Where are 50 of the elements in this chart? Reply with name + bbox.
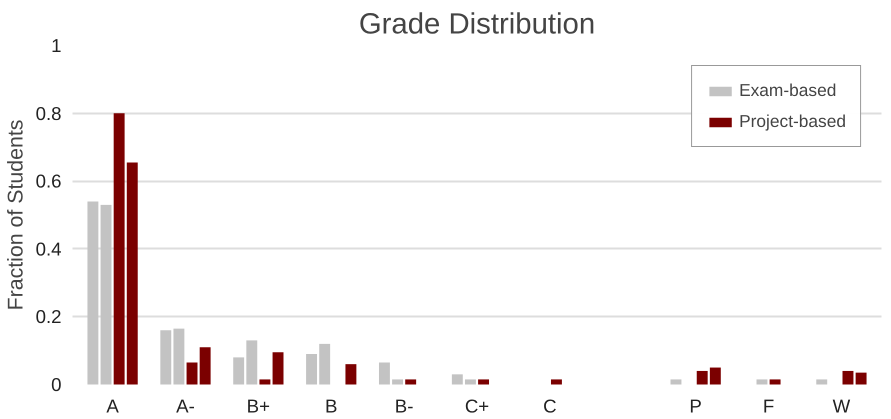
- bar: [756, 379, 768, 384]
- bar: [114, 113, 125, 384]
- bar: [259, 379, 270, 384]
- bar: [100, 204, 112, 384]
- y-tick-label: 0: [51, 374, 62, 395]
- bar: [378, 362, 390, 384]
- x-tick-label: A-: [176, 396, 195, 416]
- bar: [478, 379, 490, 384]
- bar: [233, 357, 244, 384]
- chart-title: Grade Distribution: [358, 8, 596, 40]
- bar: [856, 372, 867, 384]
- y-tick-label: 1: [51, 35, 62, 56]
- x-tick-label: C: [543, 396, 557, 416]
- y-tick-label: 0.6: [36, 170, 62, 192]
- x-tick-label: F: [762, 396, 774, 416]
- bar: [770, 379, 781, 384]
- legend-label: Exam-based: [739, 80, 836, 101]
- bar: [306, 354, 318, 384]
- y-axis-title: Fraction of Students: [4, 120, 28, 310]
- bar: [405, 379, 416, 384]
- bar: [452, 374, 463, 384]
- bar: [186, 362, 198, 384]
- bar: [200, 347, 211, 384]
- x-tick-label: C+: [464, 396, 490, 416]
- bar: [392, 379, 404, 384]
- bar: [87, 201, 98, 384]
- x-tick-label: B+: [246, 396, 270, 416]
- bar: [272, 352, 284, 384]
- x-tick-label: B: [325, 396, 338, 416]
- y-tick-label: 0.2: [36, 306, 62, 328]
- bar: [816, 379, 828, 384]
- x-tick-label: A: [106, 396, 120, 416]
- x-tick-label: W: [832, 396, 851, 416]
- bar: [710, 368, 721, 384]
- y-tick-label: 0.4: [36, 238, 62, 260]
- bar: [319, 344, 330, 384]
- y-tick-label: 0.8: [36, 102, 62, 124]
- bar: [842, 370, 854, 384]
- bar: [173, 328, 184, 384]
- bar: [696, 370, 708, 384]
- bar: [345, 364, 356, 384]
- legend-label: Project-based: [739, 111, 846, 132]
- bar: [464, 379, 476, 384]
- bar: [160, 330, 172, 384]
- bar: [126, 162, 138, 384]
- bar: [670, 379, 682, 384]
- bar: [246, 340, 258, 384]
- x-tick-label: B-: [394, 396, 414, 416]
- bar: [550, 379, 562, 384]
- x-tick-label: P: [689, 396, 702, 416]
